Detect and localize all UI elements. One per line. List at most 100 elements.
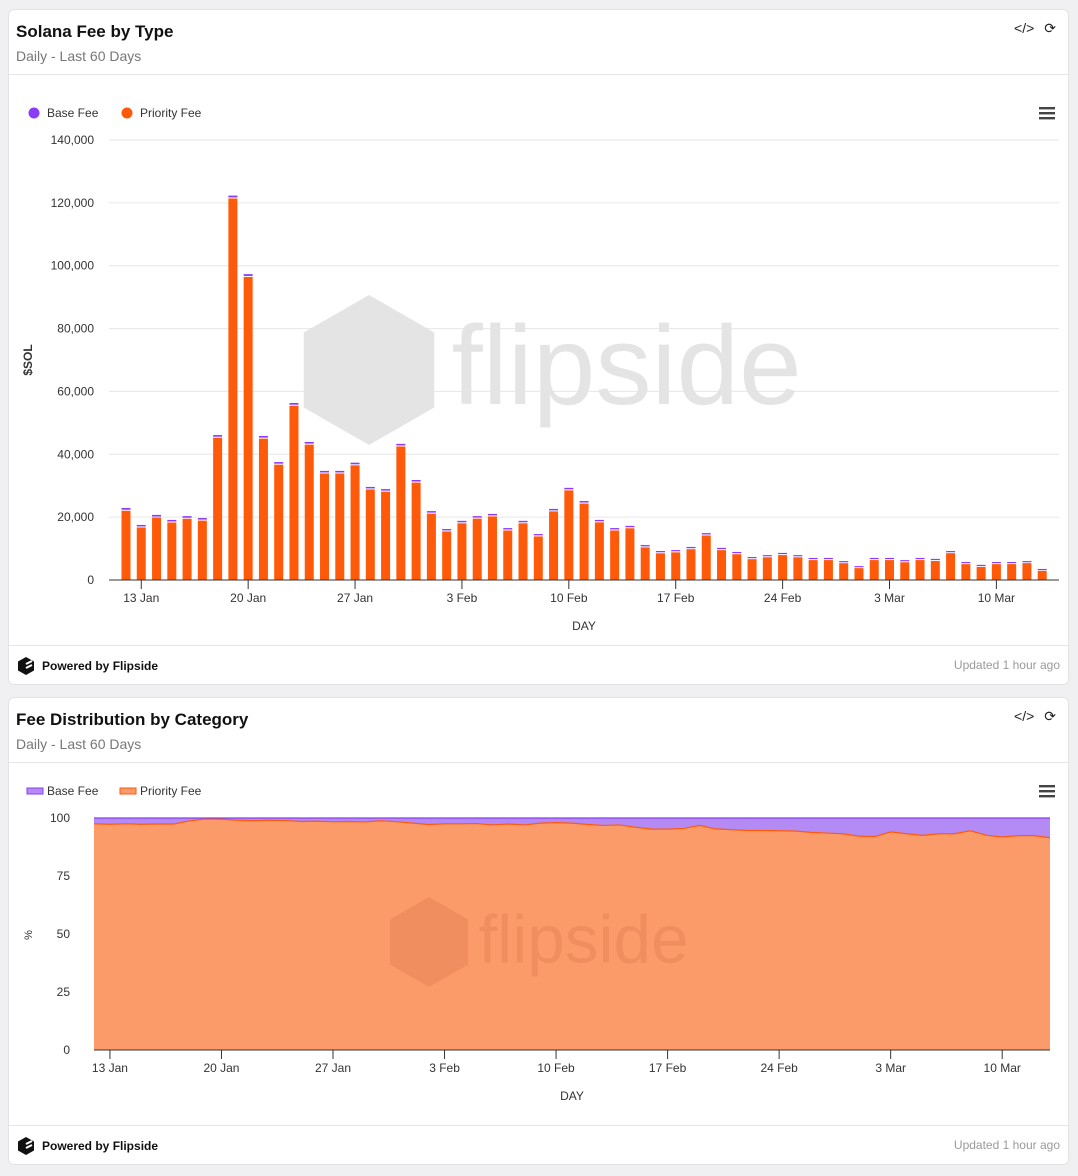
bar-priority-fee	[213, 437, 223, 580]
bar-base-fee	[869, 557, 879, 560]
hamburger-menu-icon[interactable]	[1039, 107, 1055, 120]
flipside-watermark: flipside	[389, 897, 689, 987]
bar-priority-fee	[197, 520, 207, 580]
legend-priority-fee-marker	[119, 787, 137, 795]
powered-by-link[interactable]: Powered by Flipside	[16, 1136, 158, 1156]
x-tick-label: 24 Feb	[760, 1061, 798, 1075]
x-tick-label: 3 Feb	[429, 1061, 460, 1075]
bar-priority-fee	[350, 465, 360, 580]
bar-base-fee	[381, 489, 391, 491]
bar-priority-fee	[442, 531, 452, 580]
bar-priority-fee	[793, 557, 803, 580]
refresh-icon[interactable]: ⟳	[1044, 20, 1056, 36]
bar-priority-fee	[426, 513, 436, 580]
bar-base-fee	[686, 546, 696, 549]
legend-base-fee-marker	[26, 787, 44, 795]
bar-priority-fee	[304, 444, 314, 580]
bar-priority-fee	[335, 473, 345, 580]
bar-priority-fee	[976, 566, 986, 580]
bar-priority-fee	[274, 464, 284, 580]
refresh-icon[interactable]: ⟳	[1044, 708, 1056, 724]
code-icon[interactable]: </>	[1014, 20, 1035, 36]
bar-priority-fee	[365, 489, 375, 580]
code-icon[interactable]: </>	[1014, 708, 1035, 724]
card-header: Fee Distribution by Category Daily - Las…	[9, 698, 1068, 763]
bar-priority-fee	[167, 522, 177, 580]
bar-base-fee	[1022, 561, 1032, 563]
powered-by-text: Powered by Flipside	[42, 1139, 159, 1153]
powered-by-text: Powered by Flipside	[42, 659, 159, 673]
bar-base-fee	[503, 528, 513, 530]
card-subtitle: Daily - Last 60 Days	[16, 736, 142, 752]
y-tick-label: 100	[50, 811, 70, 825]
bar-priority-fee	[854, 568, 864, 580]
x-tick-label: 20 Jan	[203, 1061, 239, 1075]
x-tick-label: 3 Mar	[875, 1061, 906, 1075]
bar-base-fee	[243, 274, 253, 276]
bar-priority-fee	[869, 560, 879, 580]
y-tick-label: 120,000	[51, 196, 95, 210]
bar-base-fee	[228, 195, 238, 198]
y-tick-label: 0	[87, 573, 94, 587]
bar-base-fee	[365, 486, 375, 489]
bar-priority-fee	[1037, 570, 1047, 580]
card-footer: Powered by Flipside Updated 1 hour ago	[9, 645, 1068, 684]
bar-base-fee	[610, 528, 620, 530]
bar-priority-fee	[564, 490, 574, 580]
svg-text:flipside: flipside	[452, 302, 802, 428]
y-tick-label: 0	[63, 1043, 70, 1057]
bar-base-fee	[778, 552, 788, 555]
bar-base-fee	[182, 516, 192, 518]
powered-by-link[interactable]: Powered by Flipside	[16, 656, 158, 676]
bar-base-fee	[839, 561, 849, 563]
bar-priority-fee	[640, 547, 650, 580]
bar-base-fee	[487, 513, 497, 516]
bar-priority-fee	[472, 518, 482, 580]
hamburger-menu-icon[interactable]	[1039, 785, 1055, 798]
bar-priority-fee	[258, 438, 268, 580]
bar-priority-fee	[549, 511, 559, 580]
bar-base-fee	[594, 519, 604, 522]
bar-base-fee	[976, 564, 986, 567]
bar-priority-fee	[411, 482, 421, 580]
y-tick-label: 100,000	[51, 259, 95, 273]
bar-priority-fee	[701, 535, 711, 580]
bar-priority-fee	[991, 564, 1001, 580]
bar-priority-fee	[289, 405, 299, 580]
bar-priority-fee	[839, 563, 849, 580]
bar-priority-fee	[686, 549, 696, 580]
bar-base-fee	[717, 547, 727, 550]
bar-base-fee	[136, 524, 146, 527]
bar-base-fee	[396, 443, 406, 446]
x-tick-label: 24 Feb	[764, 591, 802, 605]
bar-base-fee	[426, 511, 436, 513]
bar-priority-fee	[457, 523, 467, 580]
bar-priority-fee	[1022, 563, 1032, 580]
fee-by-type-card: Solana Fee by Type Daily - Last 60 Days …	[8, 9, 1069, 685]
x-tick-label: 3 Feb	[447, 591, 478, 605]
flipside-logo-icon	[18, 1137, 34, 1155]
bar-base-fee	[747, 557, 757, 559]
bar-priority-fee	[762, 557, 772, 580]
bar-base-fee	[335, 470, 345, 473]
bar-priority-fee	[594, 522, 604, 580]
bar-base-fee	[1037, 568, 1047, 571]
bar-base-fee	[442, 529, 452, 531]
bar-priority-fee	[579, 503, 589, 580]
bar-base-fee	[533, 534, 543, 536]
legend-priority-fee: Priority Fee	[140, 784, 202, 798]
bar-priority-fee	[655, 553, 665, 580]
bar-base-fee	[823, 557, 833, 560]
legend-base-fee-marker	[28, 107, 40, 119]
bar-base-fee	[350, 462, 360, 465]
bar-base-fee	[930, 558, 940, 561]
bar-base-fee	[991, 562, 1001, 564]
y-tick-label: 75	[57, 869, 71, 883]
bar-priority-fee	[671, 552, 681, 580]
bar-priority-fee	[915, 560, 925, 580]
bar-priority-fee	[228, 198, 238, 580]
y-tick-label: 25	[57, 985, 71, 999]
bar-base-fee	[900, 560, 910, 562]
bar-priority-fee	[823, 560, 833, 580]
x-tick-label: 10 Mar	[978, 591, 1015, 605]
